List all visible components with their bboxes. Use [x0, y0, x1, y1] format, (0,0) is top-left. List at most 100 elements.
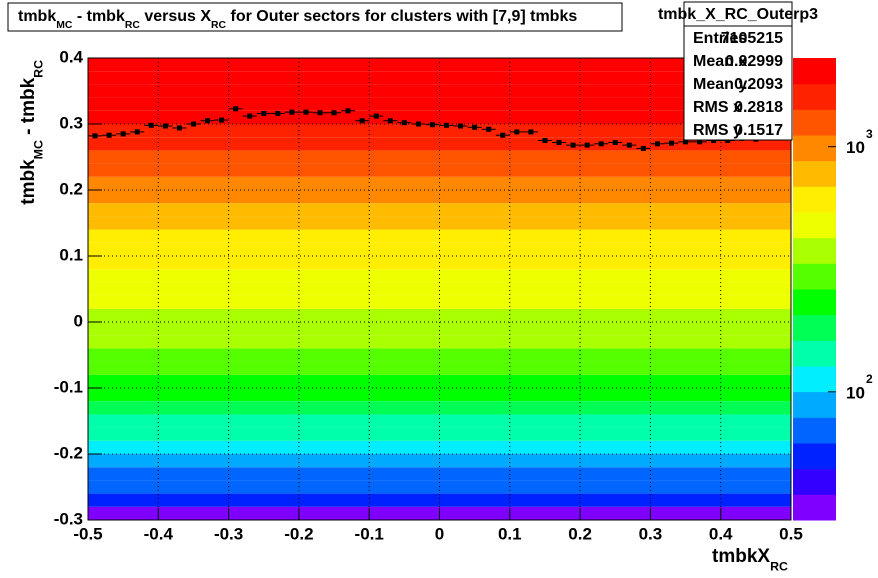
profile-point	[458, 123, 464, 129]
profile-point	[640, 145, 646, 151]
color-bar-step	[793, 135, 836, 162]
color-bar-step	[793, 160, 836, 187]
color-bar-step	[793, 468, 836, 495]
heat-cell	[88, 361, 791, 375]
z-tick-exponent: 3	[866, 127, 873, 141]
subscript: RC	[32, 60, 46, 78]
z-tick-label: 10	[846, 383, 865, 402]
color-bar-step	[793, 58, 836, 85]
stats-label: RMS x	[693, 99, 742, 116]
profile-point	[444, 122, 450, 128]
profile-point	[120, 131, 126, 137]
heat-cell	[88, 335, 791, 349]
plot-frame	[87, 57, 792, 521]
x-axis-label: tmbkXRC	[712, 546, 788, 574]
profile-point	[190, 121, 196, 127]
profile-point	[668, 140, 674, 146]
color-bar-step	[793, 391, 836, 418]
heatmap	[88, 58, 791, 520]
color-bar-step	[793, 417, 836, 444]
profile-point	[219, 117, 225, 123]
profile-point	[275, 110, 281, 116]
profile-point	[612, 139, 618, 145]
x-tick-label: -0.2	[284, 524, 313, 543]
profile-point	[148, 122, 154, 128]
color-bar-step	[793, 494, 836, 521]
heat-cell	[88, 150, 791, 164]
profile-point	[247, 113, 253, 119]
heat-cell	[88, 269, 791, 283]
color-bar-step	[793, 186, 836, 213]
heat-cell	[88, 176, 791, 190]
color-bar-step	[793, 109, 836, 136]
color-bar-step	[793, 83, 836, 110]
heat-cell	[88, 467, 791, 481]
y-tick-label: -0.3	[54, 509, 83, 528]
color-bar-step	[793, 314, 836, 341]
profile-point	[134, 129, 140, 135]
subscript: MC	[56, 20, 73, 31]
color-bar-step	[793, 443, 836, 470]
z-tick-label: 10	[846, 138, 865, 157]
x-tick-label: 0.4	[709, 524, 733, 543]
text-part: for Outer sectors for clusters with [7,9…	[226, 8, 577, 25]
x-tick-label: 0	[435, 524, 444, 543]
stats-value: 0.2818	[734, 99, 783, 116]
profile-point	[317, 110, 323, 116]
profile-point	[176, 125, 182, 131]
heat-cell	[88, 242, 791, 256]
y-axis-label: tmbkMC - tmbkRC	[18, 60, 46, 205]
profile-point	[359, 118, 365, 124]
profile-point	[233, 106, 239, 112]
heat-cell	[88, 97, 791, 111]
profile-point	[514, 129, 520, 135]
heat-cell	[88, 401, 791, 415]
y-tick-label: 0.4	[59, 47, 83, 66]
profile-point	[542, 138, 548, 143]
subscript: MC	[32, 140, 46, 159]
color-bar-step	[793, 237, 836, 264]
x-tick-label: -0.1	[355, 524, 384, 543]
chart-title: tmbkMC - tmbkRC versus XRC for Outer sec…	[18, 8, 577, 31]
heat-cell	[88, 229, 791, 243]
z-tick-exponent: 2	[866, 372, 873, 386]
color-bar	[793, 58, 836, 521]
y-tick-label: 0.2	[59, 179, 83, 198]
profile-point	[654, 141, 660, 147]
stats-name: tmbk_X_RC_Outerp3	[658, 6, 818, 23]
x-tick-label: 0.3	[639, 524, 663, 543]
stats-label: Entries	[693, 30, 747, 47]
stats-label: RMS y	[693, 122, 742, 139]
profile-point	[598, 141, 604, 147]
y-tick-label: 0.1	[59, 245, 83, 264]
heat-cell	[88, 374, 791, 388]
stats-label: Mean x	[693, 53, 747, 70]
profile-point	[387, 118, 393, 124]
profile-point	[261, 110, 267, 116]
profile-point	[556, 139, 562, 145]
x-tick-label: -0.4	[144, 524, 174, 543]
x-tick-label: -0.5	[73, 524, 102, 543]
y-tick-label: 0	[74, 311, 83, 330]
color-bar-step	[793, 212, 836, 239]
title-box	[7, 2, 623, 32]
profile-point	[162, 123, 168, 129]
text-part: tmbk	[18, 8, 56, 25]
heat-cell	[88, 493, 791, 507]
x-tick-label: 0.1	[498, 524, 522, 543]
stats-value: 7105215	[721, 30, 783, 47]
profile-point	[584, 142, 590, 148]
profile-point	[528, 129, 534, 135]
heat-cell	[88, 322, 791, 336]
text-part: tmbk	[18, 159, 39, 205]
subscript: RC	[211, 20, 227, 31]
stats-frame	[683, 1, 793, 141]
heat-cell	[88, 308, 791, 322]
profile-point	[626, 142, 632, 148]
profile-point	[486, 126, 492, 132]
profile-point	[205, 118, 211, 124]
x-tick-label: -0.3	[214, 524, 243, 543]
text-part: tmbkX	[712, 546, 770, 567]
